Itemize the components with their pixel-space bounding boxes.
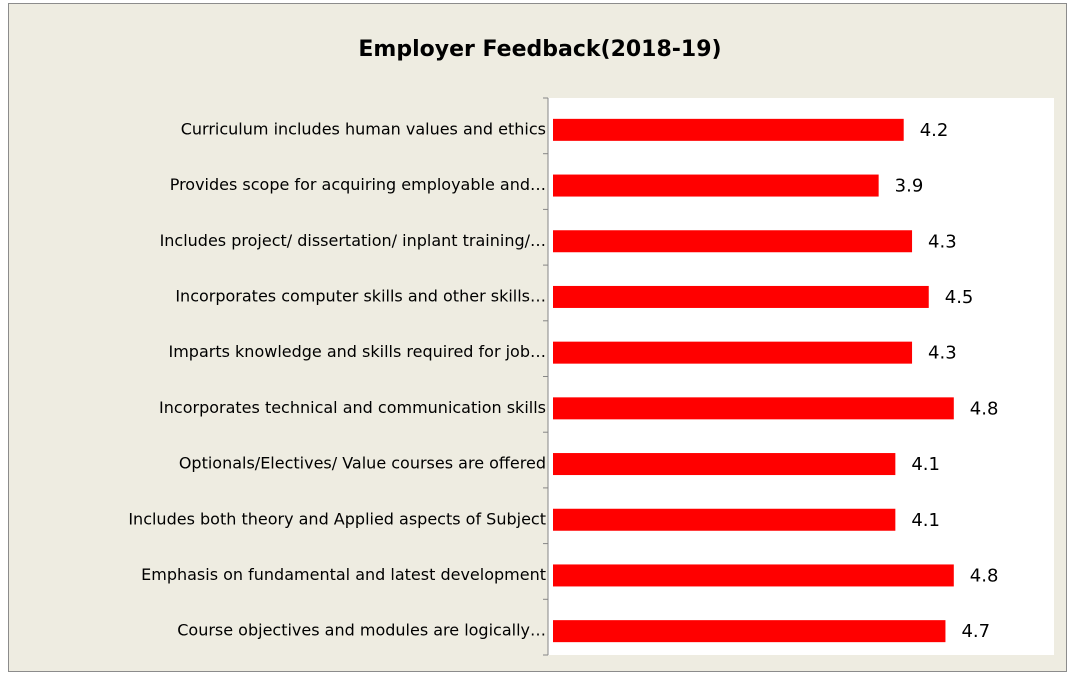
y-tick-label: Emphasis on fundamental and latest devel… xyxy=(141,565,546,584)
data-label: 4.1 xyxy=(911,454,940,475)
y-tick-label: Includes project/ dissertation/ inplant … xyxy=(160,231,546,250)
y-tick-label: Incorporates computer skills and other s… xyxy=(175,286,546,305)
data-label: 4.7 xyxy=(961,621,990,642)
data-label: 4.2 xyxy=(920,120,949,141)
bar xyxy=(553,620,946,643)
bar xyxy=(553,285,929,308)
data-label: 4.3 xyxy=(928,231,957,252)
data-label: 4.8 xyxy=(970,565,999,586)
y-tick-label: Course objectives and modules are logica… xyxy=(177,621,546,640)
data-label: 4.8 xyxy=(970,398,999,419)
bar xyxy=(553,397,954,420)
bar xyxy=(553,564,954,587)
data-label: 4.1 xyxy=(911,510,940,531)
data-label: 4.5 xyxy=(945,287,974,308)
y-tick-label: Incorporates technical and communication… xyxy=(159,398,546,417)
bar xyxy=(553,453,896,476)
bar xyxy=(553,508,896,531)
y-tick-label: Imparts knowledge and skills required fo… xyxy=(169,342,547,361)
bar xyxy=(553,230,913,253)
data-label: 3.9 xyxy=(895,176,924,197)
bar xyxy=(553,341,913,364)
chart-title: Employer Feedback(2018-19) xyxy=(358,37,721,62)
y-tick-label: Optionals/Electives/ Value courses are o… xyxy=(179,454,546,473)
y-tick-label: Curriculum includes human values and eth… xyxy=(181,119,546,138)
y-tick-label: Provides scope for acquiring employable … xyxy=(170,175,546,194)
bar xyxy=(553,118,904,141)
bar xyxy=(553,174,879,197)
y-tick-label: Includes both theory and Applied aspects… xyxy=(128,509,546,528)
data-label: 4.3 xyxy=(928,343,957,364)
